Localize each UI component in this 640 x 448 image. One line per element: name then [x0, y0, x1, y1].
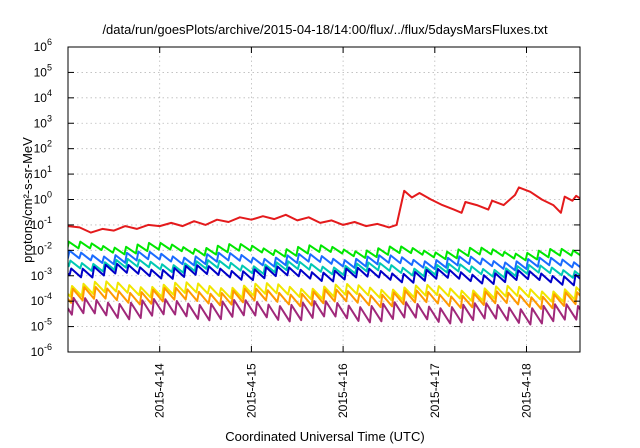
- y-tick-label: 10-5: [31, 317, 52, 334]
- y-tick-label: 101: [34, 164, 52, 181]
- y-tick-label: 100: [34, 190, 52, 207]
- x-axis-label: Coordinated Universal Time (UTC): [225, 429, 424, 444]
- y-tick-label: 10-6: [31, 342, 52, 359]
- series-line-7: [68, 286, 580, 310]
- x-axis-ticks: 2015-4-14 2015-4-15 2015-4-16 2015-4-17 2015…: [153, 47, 534, 418]
- y-axis-label: protons/cm²-s-sr-MeV: [20, 137, 35, 263]
- x-tick-label: 2015-4-16: [336, 363, 350, 418]
- x-tick-label: 2015-4-15: [244, 363, 258, 418]
- y-tick-label: 103: [34, 113, 52, 130]
- y-tick-label: 10-3: [31, 266, 52, 283]
- series-lines: [68, 186, 580, 326]
- x-tick-label: 2015-4-18: [520, 363, 534, 418]
- x-tick-label: 2015-4-14: [153, 363, 167, 418]
- y-tick-label: 105: [34, 62, 52, 79]
- y-tick-label: 10-4: [31, 291, 52, 308]
- series-line-1: [68, 186, 580, 234]
- x-tick-label: 2015-4-17: [428, 363, 442, 418]
- series-line-6: [68, 280, 580, 303]
- series-line-4: [68, 257, 580, 279]
- y-tick-label: 102: [34, 139, 52, 156]
- y-tick-label: 106: [34, 37, 52, 54]
- chart-title: /data/run/goesPlots/archive/2015-04-18/1…: [102, 22, 548, 37]
- series-line-3: [68, 249, 580, 272]
- series-line-8: [68, 296, 580, 326]
- y-tick-label: 104: [34, 88, 52, 105]
- series-line-2: [68, 240, 580, 262]
- grid-lines: [68, 47, 580, 352]
- series-line-5: [68, 262, 580, 287]
